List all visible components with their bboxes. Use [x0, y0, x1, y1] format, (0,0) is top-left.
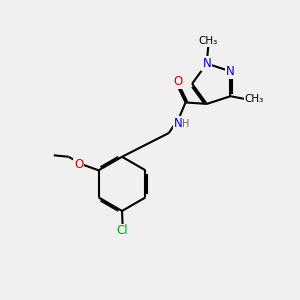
- Text: O: O: [173, 75, 182, 88]
- Text: Cl: Cl: [117, 224, 128, 238]
- Text: O: O: [74, 158, 83, 171]
- Text: N: N: [202, 57, 211, 70]
- Text: N: N: [226, 65, 235, 78]
- Text: CH₃: CH₃: [199, 36, 218, 46]
- Text: N: N: [174, 117, 183, 130]
- Text: CH₃: CH₃: [244, 94, 264, 104]
- Text: H: H: [182, 118, 189, 129]
